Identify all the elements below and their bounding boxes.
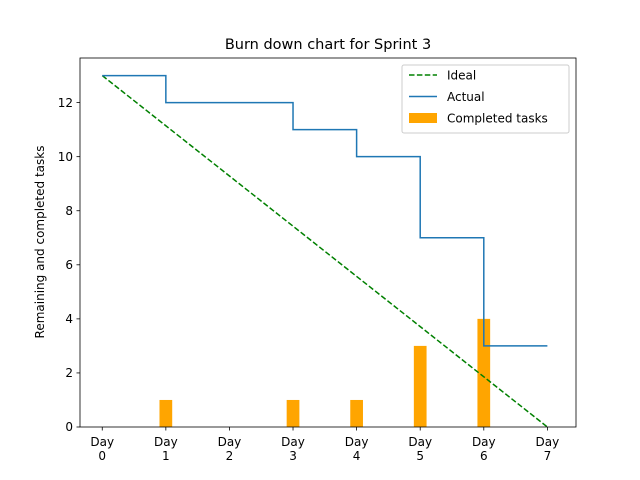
x-tick-label-day-3: Day 3 [281, 435, 305, 463]
x-tick-label-line: Day [281, 435, 305, 449]
x-tick-label-line: Day [472, 435, 496, 449]
x-tick-label-line: 0 [98, 449, 106, 463]
x-tick-label-line: 5 [416, 449, 424, 463]
completed-bar-day-1 [159, 399, 173, 427]
series-lines [101, 74, 548, 428]
completed-bar-day-5 [413, 345, 427, 427]
y-tick-label: 6 [65, 258, 73, 272]
completed-bar-day-4 [350, 399, 363, 427]
x-tick-label-day-2: Day 2 [218, 435, 242, 463]
y-tick-label: 4 [65, 312, 73, 326]
x-tick-label-line: 3 [289, 449, 297, 463]
x-tick-label-day-6: Day 6 [472, 435, 496, 463]
legend-box [401, 64, 570, 134]
x-tick-label-day-0: Day 0 [90, 435, 114, 463]
x-tick-label-line: 4 [353, 449, 361, 463]
y-tick-label: 0 [65, 420, 73, 434]
y-axis-label: Remaining and completed tasks [33, 146, 47, 339]
x-tick-label-line: Day [345, 435, 369, 449]
completed-bar-day-3 [286, 399, 300, 427]
x-tick-label-line: Day [90, 435, 114, 449]
legend: Ideal Actual Completed tasks [401, 64, 570, 134]
completed-bars [159, 318, 491, 427]
x-tick-label-line: 6 [480, 449, 488, 463]
x-tick-label-line: Day [218, 435, 242, 449]
legend-label: Ideal [447, 68, 476, 82]
x-tick-label-day-4: Day 4 [345, 435, 369, 463]
y-tick-label: 10 [58, 150, 73, 164]
x-tick-label-line: 7 [544, 449, 552, 463]
y-tick-label: 2 [65, 366, 73, 380]
x-tick-label-line: 1 [162, 449, 170, 463]
y-tick-label: 12 [58, 96, 73, 110]
legend-label: Completed tasks [447, 111, 548, 125]
x-tick-label-day-5: Day 5 [408, 435, 432, 463]
x-tick-label-line: 2 [226, 449, 234, 463]
x-tick-label-line: Day [536, 435, 560, 449]
x-tick-label-day-1: Day 1 [154, 435, 178, 463]
chart-title: Burn down chart for Sprint 3 [225, 37, 431, 53]
x-tick-label-line: Day [154, 435, 178, 449]
y-tick-label: 8 [65, 204, 73, 218]
legend-label: Actual [447, 90, 485, 104]
x-tick-label-day-7: Day 7 [536, 435, 560, 463]
actual-step-line [102, 74, 548, 347]
x-tick-label-line: Day [408, 435, 432, 449]
legend-swatch-completed [409, 113, 437, 123]
plot-frame [79, 57, 577, 428]
